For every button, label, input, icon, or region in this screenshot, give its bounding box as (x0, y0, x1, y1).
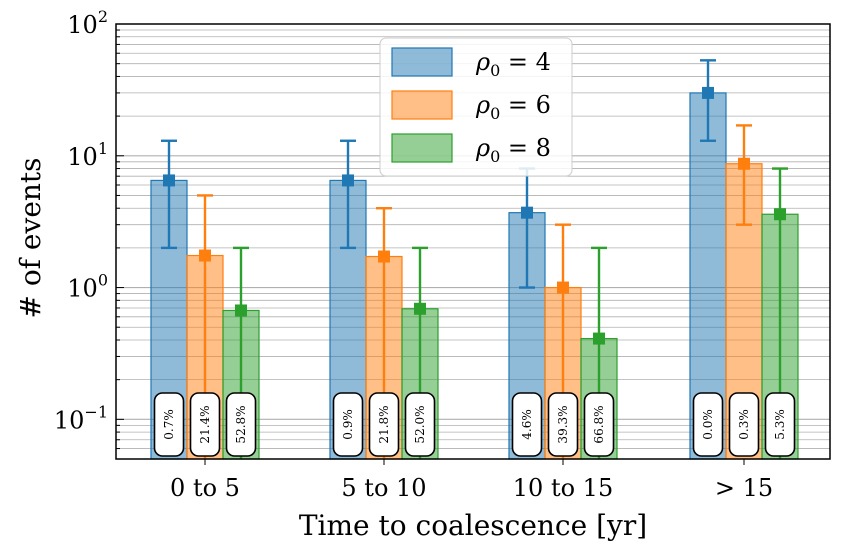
x-tick-label: 0 to 5 (170, 474, 240, 502)
percent-label: 39.3% (556, 405, 570, 443)
percent-label-box (728, 392, 760, 457)
percent-label: 21.8% (377, 405, 391, 443)
plot-frame (115, 23, 831, 460)
data-point-marker (378, 250, 390, 263)
data-point-marker (342, 174, 354, 187)
y-axis-title: # of events (14, 157, 47, 318)
legend-swatch (391, 133, 453, 163)
percent-label-box (225, 392, 257, 457)
percent-label: 52.8% (234, 405, 248, 443)
percent-label-layer: 0.7% 0.9% 4.6% 0.0% 21.4% 21.8% 39.3% 0.3% 52.8%… (153, 392, 796, 457)
legend-swatch (391, 90, 453, 120)
axis-layer: 0 to 5 5 to 10 10 to 15 > 15 10−1 100 101 102 (54, 7, 831, 502)
data-point-marker (702, 86, 714, 99)
data-point-marker (774, 208, 786, 221)
x-tick-label: 5 to 10 (341, 474, 426, 502)
percent-label: 0.0% (701, 409, 715, 440)
percent-label: 0.3% (737, 409, 751, 440)
y-tick-label: 100 (67, 271, 108, 303)
legend-label: ρ0 = 6 (475, 91, 551, 123)
percent-label: 52.0% (413, 405, 427, 443)
percent-label-box (547, 392, 579, 457)
percent-label-box (764, 392, 796, 457)
x-tick-label: > 15 (715, 474, 773, 502)
percent-label: 5.3% (773, 409, 787, 440)
percent-label-box (404, 392, 436, 457)
data-point-marker (557, 281, 569, 294)
y-tick-label: 101 (67, 139, 108, 171)
percent-label-box (368, 392, 400, 457)
data-point-marker (199, 249, 211, 262)
percent-label-box (692, 392, 724, 457)
percent-label-box (189, 392, 221, 457)
percent-label-box (583, 392, 615, 457)
percent-label-box (153, 392, 185, 457)
percent-label: 21.4% (198, 405, 212, 443)
percent-label: 0.9% (341, 409, 355, 440)
data-point-marker (593, 332, 605, 345)
x-axis-title: Time to coalescence [yr] (299, 509, 647, 542)
data-point-marker (521, 206, 533, 219)
legend: ρ0 = 4 ρ0 = 6 ρ0 = 8 (379, 37, 573, 177)
percent-label: 66.8% (592, 405, 606, 443)
data-point-marker (235, 304, 247, 317)
data-point-marker (163, 174, 175, 187)
legend-label: ρ0 = 8 (475, 134, 551, 166)
percent-label: 0.7% (162, 409, 176, 440)
legend-label: ρ0 = 4 (475, 48, 551, 80)
percent-label: 4.6% (520, 409, 534, 440)
y-tick-label: 10−1 (54, 402, 108, 434)
legend-swatch (391, 47, 453, 77)
data-point-marker (738, 157, 750, 170)
data-point-marker (414, 302, 426, 315)
y-tick-label: 102 (67, 7, 108, 39)
percent-label-box (332, 392, 364, 457)
x-tick-label: 10 to 15 (513, 474, 613, 502)
percent-label-box (511, 392, 543, 457)
